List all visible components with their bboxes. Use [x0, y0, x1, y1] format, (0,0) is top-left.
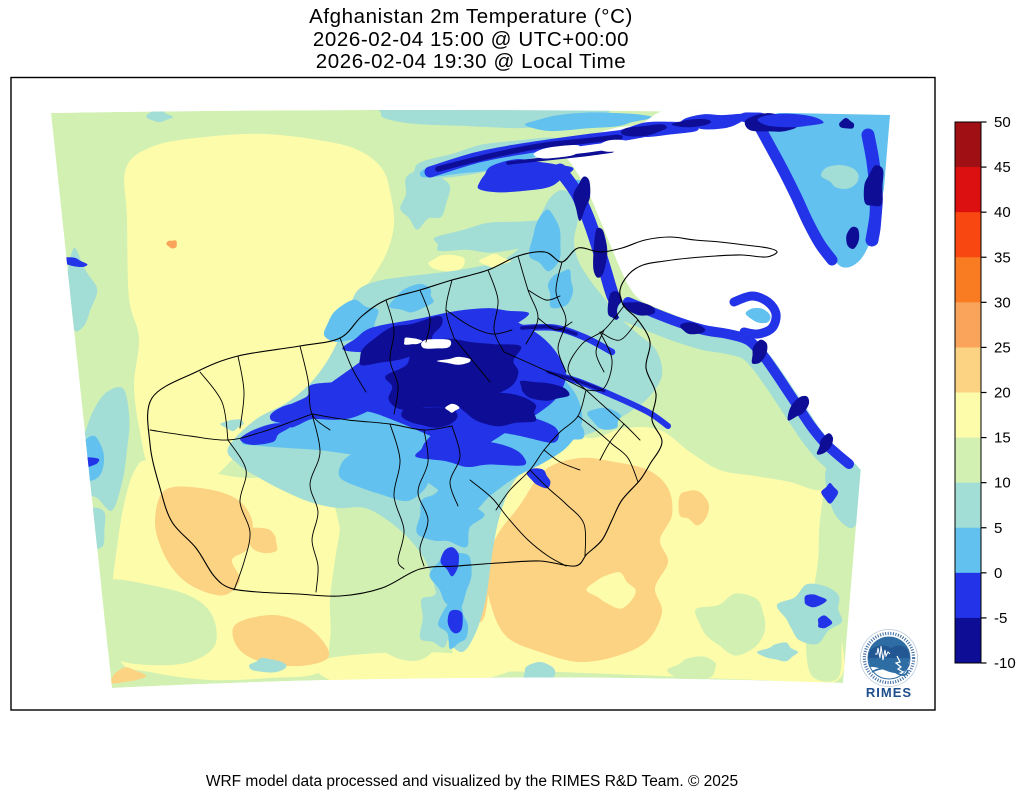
svg-text:10: 10	[994, 475, 1011, 492]
svg-text:0: 0	[994, 565, 1002, 582]
svg-text:25: 25	[994, 339, 1011, 356]
svg-text:30: 30	[994, 294, 1011, 311]
svg-text:45: 45	[994, 159, 1011, 176]
svg-text:RIMES: RIMES	[866, 685, 912, 700]
svg-text:5: 5	[994, 520, 1002, 537]
svg-text:40: 40	[994, 204, 1011, 221]
svg-text:35: 35	[994, 249, 1011, 266]
svg-text:20: 20	[994, 385, 1011, 402]
svg-text:-10: -10	[994, 655, 1016, 672]
svg-text:-5: -5	[994, 610, 1007, 627]
svg-text:15: 15	[994, 430, 1011, 447]
svg-text:50: 50	[994, 114, 1011, 131]
